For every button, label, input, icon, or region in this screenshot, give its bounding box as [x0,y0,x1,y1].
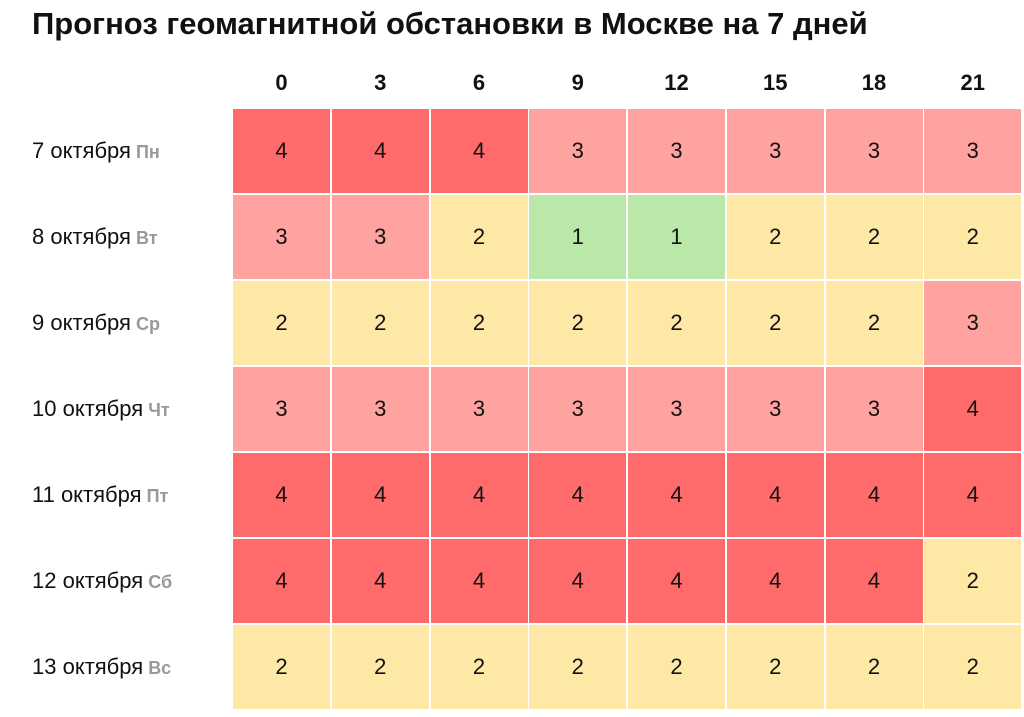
column-header: 21 [960,70,985,95]
cell: 3 [529,367,627,451]
column-header: 18 [861,70,887,95]
cell: 2 [726,195,824,279]
cell: 3 [924,281,1022,365]
cell: 4 [430,109,528,193]
cell: 3 [825,367,923,451]
cell: 2 [233,281,330,365]
cell: 4 [331,453,429,537]
column-header: 3 [374,70,387,95]
weekday: Вт [135,228,158,248]
cell: 4 [233,453,330,537]
row-label: 9 октября Ср [32,280,160,366]
cell: 3 [628,367,725,451]
row-label: 8 октября Вт [32,194,158,280]
cell: 4 [331,539,429,623]
column-header: 12 [664,70,689,95]
cell: 3 [233,367,330,451]
row-label: 7 октября Пн [32,108,160,194]
date: 10 октября [32,396,144,421]
cell: 4 [233,109,330,193]
cell: 2 [430,281,528,365]
cell: 2 [529,281,627,365]
cell: 4 [628,539,725,623]
cell: 4 [529,453,627,537]
cell: 4 [331,109,429,193]
cell: 3 [331,367,429,451]
weekday: Чт [148,400,170,420]
column-header: 0 [275,70,288,95]
column-header: 9 [571,70,584,95]
date: 8 октября [32,224,131,249]
date: 11 октября [32,482,142,507]
cell: 4 [529,539,627,623]
cell: 4 [825,453,923,537]
row-label: 11 октября Пт [32,452,168,538]
cell: 2 [628,625,725,709]
cell: 2 [924,539,1022,623]
row-label: 10 октября Чт [32,366,170,452]
cell: 3 [430,367,528,451]
cell: 3 [726,367,824,451]
cell: 4 [726,539,824,623]
row-label: 12 октября Сб [32,538,172,624]
cell: 4 [430,539,528,623]
cell: 2 [825,625,923,709]
cell: 3 [628,109,725,193]
cell: 2 [825,281,923,365]
cell: 3 [924,109,1022,193]
column-header: 6 [472,70,486,95]
cell: 4 [233,539,330,623]
column-header: 15 [763,70,788,95]
cell: 1 [529,195,627,279]
cell: 2 [825,195,923,279]
cell: 2 [233,625,330,709]
weekday: Вс [148,658,172,678]
cell: 4 [825,539,923,623]
cell: 4 [726,453,824,537]
cell: 3 [529,109,627,193]
weekday: Сб [148,572,173,592]
cell: 2 [924,625,1022,709]
cell: 2 [628,281,725,365]
row-label: 13 октября Вс [32,624,171,710]
date: 13 октября [32,654,144,679]
cell: 2 [924,195,1022,279]
cell: 3 [726,109,824,193]
date: 9 октября [32,310,131,335]
cell: 4 [924,367,1022,451]
cell: 1 [628,195,725,279]
cell: 2 [726,281,824,365]
weekday: Пт [146,486,169,506]
cell: 2 [529,625,627,709]
cell: 4 [430,453,528,537]
cell: 2 [726,625,824,709]
title: Прогноз геомагнитной обстановки в Москве… [32,6,868,41]
weekday: Пн [135,142,160,162]
cell: 2 [430,195,528,279]
cell: 3 [233,195,330,279]
weekday: Ср [135,314,160,334]
cell: 2 [331,281,429,365]
cell: 2 [331,625,429,709]
date: 7 октября [32,138,131,163]
cell: 2 [430,625,528,709]
cell: 4 [924,453,1022,537]
date: 12 октября [32,568,144,593]
cell: 4 [628,453,725,537]
cell: 3 [331,195,429,279]
cell: 3 [825,109,923,193]
